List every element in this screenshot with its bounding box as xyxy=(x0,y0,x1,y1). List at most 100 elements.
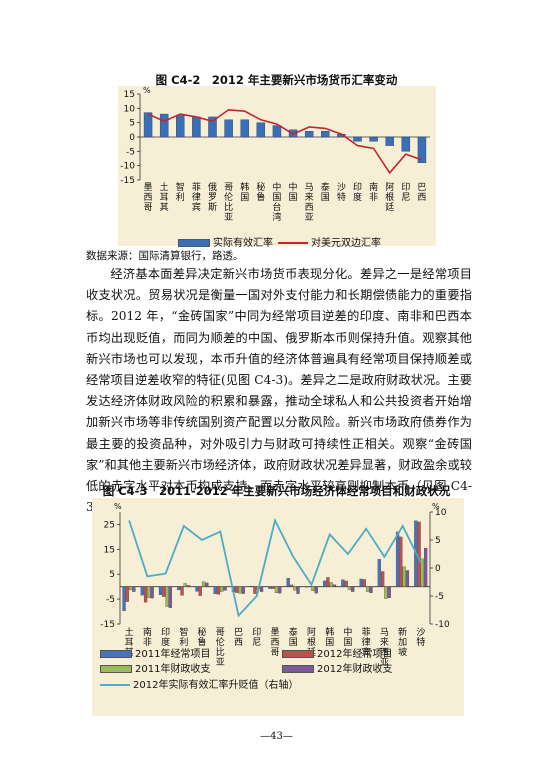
category-label-char: 阿 xyxy=(307,627,316,638)
bar-real-effective xyxy=(256,122,266,138)
source-note: 数据来源：国际清算银行，路透。 xyxy=(86,250,244,262)
bar-real-effective xyxy=(143,112,153,138)
bar-current-account-2011 xyxy=(195,586,199,592)
bar-fiscal-2012 xyxy=(405,570,410,587)
bar-fiscal-2011 xyxy=(366,586,370,592)
category-label-char: 亚 xyxy=(305,212,314,223)
category-label: 韩国 xyxy=(325,626,334,648)
category-label-char: 阿 xyxy=(385,182,394,193)
category-label-char: 国 xyxy=(343,637,352,648)
category-label-char: 哥 xyxy=(270,647,279,658)
category-label-char: 印 xyxy=(252,626,261,638)
y-tick-label: 5 xyxy=(129,119,135,129)
page-number: —43— xyxy=(260,731,293,742)
category-label-char: 中 xyxy=(272,181,281,193)
category-label-char: 巴 xyxy=(417,182,426,193)
category-label-char: 湾 xyxy=(272,211,281,223)
bar-current-account-2012 xyxy=(198,586,202,596)
category-label-char: 国 xyxy=(289,637,298,648)
bar-current-account-2012 xyxy=(235,586,239,593)
bar-current-account-2012 xyxy=(162,586,166,597)
category-label-char: 坡 xyxy=(398,646,407,658)
figure-c4-2-title: 图 C4-2 2012 年主要新兴市场货币汇率变动 xyxy=(155,73,398,87)
category-label: 菲律宾 xyxy=(192,181,201,213)
category-label-char: 来 xyxy=(305,192,314,203)
bar-fiscal-2012 xyxy=(387,586,391,598)
bar-current-account-2012 xyxy=(417,521,421,587)
y-tick-label-left: 5 xyxy=(109,570,115,580)
bar-fiscal-2012 xyxy=(351,586,355,592)
category-label-char: 亚 xyxy=(224,212,233,223)
category-label-char: 国 xyxy=(289,192,298,203)
chart-c4-2-area: % -15 -10 -5 0 5 10 15 墨西哥土耳其智利菲律宾俄罗斯哥伦比亚韩国秘鲁中国台… xyxy=(118,86,436,246)
category-label-char: 西 xyxy=(417,192,426,203)
category-label-char: 印 xyxy=(401,181,410,193)
legend-item-ca-2011: 2011年经常项目 xyxy=(100,645,210,660)
bar-fiscal-2011 xyxy=(384,586,388,599)
bar-fiscal-2012 xyxy=(132,586,136,592)
category-label-char: 度 xyxy=(161,636,170,648)
bar-fiscal-2011 xyxy=(238,586,242,594)
bar-current-account-2011 xyxy=(359,578,363,587)
bar-real-effective xyxy=(224,119,233,138)
bar-real-effective xyxy=(417,136,427,163)
category-label: 印度 xyxy=(353,181,362,203)
category-label-char: 智 xyxy=(176,181,185,193)
y-tick-label-right: -5 xyxy=(435,592,444,602)
category-label-char: 南 xyxy=(143,626,152,638)
category-label-char: 加 xyxy=(398,637,407,648)
category-label-char: 宾 xyxy=(362,646,371,658)
legend-swatch xyxy=(100,665,132,673)
category-label-char: 国 xyxy=(325,637,334,648)
figure-c4-3-title: 图 C4-3 2011-2012 年主要新兴市场经济体经常项目和财政状况 xyxy=(102,484,451,498)
line-usd-bilateral xyxy=(147,108,423,175)
bar-fiscal-2011 xyxy=(147,586,151,598)
y-axis-unit-left: % xyxy=(114,502,122,511)
y-tick-label: -10 xyxy=(120,162,135,172)
bar-real-effective xyxy=(304,131,314,138)
bar-current-account-2012 xyxy=(289,584,294,587)
y-tick-label: 10 xyxy=(124,104,136,114)
chart-c4-2: %-15-10-5051015墨西哥土耳其智利菲律宾俄罗斯哥伦比亚韩国秘鲁中国台… xyxy=(120,86,430,223)
y-tick-label: -5 xyxy=(126,147,135,157)
category-label: 墨西哥 xyxy=(270,627,279,658)
bar-current-account-2012 xyxy=(271,586,275,589)
category-label: 秘鲁 xyxy=(198,626,207,648)
category-label-char: 台 xyxy=(272,201,281,213)
bar-current-account-2012 xyxy=(125,586,129,602)
category-label: 印尼 xyxy=(401,181,410,203)
category-label-char: 土 xyxy=(160,181,169,193)
bar-real-effective xyxy=(272,125,282,138)
category-label: 智利 xyxy=(179,626,188,648)
category-label-char: 来 xyxy=(380,637,389,648)
bar-fiscal-2011 xyxy=(311,586,315,592)
bar-fiscal-2012 xyxy=(369,586,373,594)
category-label: 墨西哥 xyxy=(144,182,153,213)
category-label-char: 哥 xyxy=(216,627,225,638)
bar-real-effective xyxy=(321,131,330,138)
category-label-char: 墨 xyxy=(144,182,153,193)
bar-real-effective xyxy=(369,136,378,142)
category-label-char: 宾 xyxy=(192,201,201,213)
category-label-char: 特 xyxy=(337,191,346,203)
bar-real-effective xyxy=(240,119,249,138)
legend-label: 2012年实际有效汇率升贬值（右轴） xyxy=(133,680,299,691)
category-label-char: 印 xyxy=(353,181,362,193)
bar-current-account-2012 xyxy=(216,586,221,595)
category-label: 韩国 xyxy=(240,181,249,203)
category-label: 沙特 xyxy=(337,182,346,203)
y-tick-label: -15 xyxy=(120,176,135,186)
category-label-char: 土 xyxy=(125,626,134,638)
bar-fiscal-2011 xyxy=(293,586,297,591)
y-axis-unit-right: % xyxy=(432,502,440,511)
bar-fiscal-2011 xyxy=(347,586,352,590)
category-label: 南非 xyxy=(369,181,378,203)
legend-label: 2012年经常项目 xyxy=(317,649,393,660)
bar-real-effective xyxy=(159,113,169,138)
bar-current-account-2011 xyxy=(286,578,290,587)
category-label: 沙特 xyxy=(416,627,425,648)
category-label-char: 新 xyxy=(398,626,407,638)
bar-fiscal-2011 xyxy=(220,586,224,592)
